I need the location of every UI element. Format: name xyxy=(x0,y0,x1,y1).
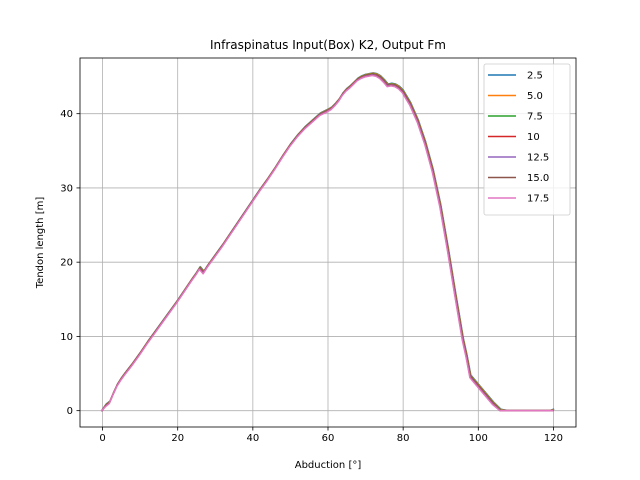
x-tick-label: 0 xyxy=(99,433,105,444)
x-tick-label: 40 xyxy=(246,433,259,444)
x-tick-label: 100 xyxy=(469,433,488,444)
x-axis-label: Abduction [°] xyxy=(295,460,362,471)
series-line-17-5 xyxy=(100,74,554,412)
y-tick-label: 30 xyxy=(60,183,73,194)
y-tick-label: 0 xyxy=(67,406,73,417)
x-tick-label: 120 xyxy=(544,433,563,444)
x-tick-label: 80 xyxy=(397,433,410,444)
legend-items: 2.5 5.0 7.5 10 12.5 15.0 17.5 xyxy=(488,71,549,205)
legend-label: 5.0 xyxy=(527,91,543,102)
y-tick-label: 10 xyxy=(60,332,73,343)
legend-label: 15.0 xyxy=(527,173,549,184)
y-tick-label: 40 xyxy=(60,109,73,120)
legend-label: 2.5 xyxy=(527,71,543,82)
legend: 2.5 5.0 7.5 10 12.5 15.0 17.5 xyxy=(483,63,571,216)
x-tick-label: 20 xyxy=(171,433,184,444)
chart-title: Infraspinatus Input(Box) K2, Output Fm xyxy=(210,38,446,52)
y-axis-label: Tendon length [m] xyxy=(35,197,46,290)
series-lines xyxy=(100,72,555,412)
y-tick-label: 20 xyxy=(60,258,73,269)
legend-label: 12.5 xyxy=(527,153,549,164)
legend-label: 10 xyxy=(527,132,540,143)
legend-label: 7.5 xyxy=(527,112,543,123)
legend-label: 17.5 xyxy=(527,194,549,205)
axis-ticks: 0 20 40 60 80 100 120 0 10 20 30 40 xyxy=(60,109,563,444)
x-tick-label: 60 xyxy=(322,433,335,444)
